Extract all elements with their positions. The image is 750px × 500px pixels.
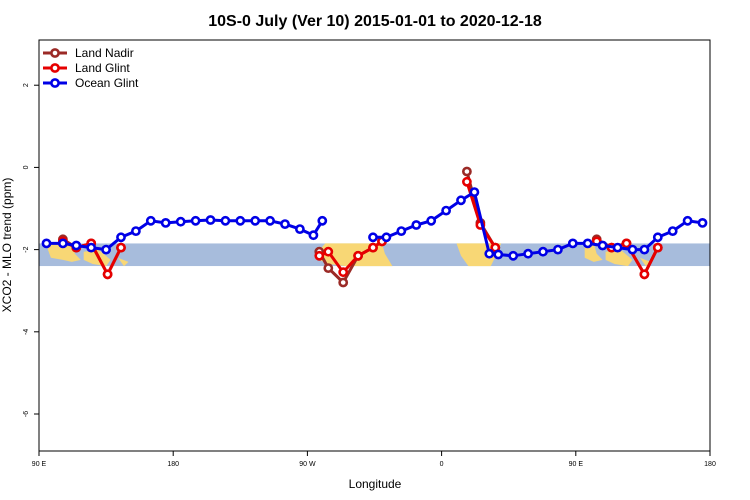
- legend-label-0: Land Nadir: [75, 46, 134, 60]
- series-2-point-0-11: [205, 215, 216, 225]
- chart-title: 10S-0 July (Ver 10) 2015-01-01 to 2020-1…: [208, 13, 542, 30]
- series-2-point-0-9: [175, 216, 186, 227]
- legend-label-1: Land Glint: [75, 61, 130, 75]
- series-2-point-1-2: [396, 226, 407, 236]
- x-tick-label-4: 90 E: [569, 461, 584, 468]
- x-tick-label-1: 180: [167, 461, 179, 468]
- series-0: [58, 166, 663, 288]
- series-2-point-0-14: [250, 215, 261, 226]
- series-1-point-1-3: [353, 250, 363, 261]
- series-2-point-0-17: [294, 224, 305, 234]
- series-2-point-1-7: [469, 187, 480, 197]
- series-1-point-1-1: [323, 246, 334, 257]
- y-axis: 2 0 -2 -4 -6: [23, 83, 39, 417]
- legend-item-1: Land Glint: [43, 61, 130, 75]
- series-2-point-1-5: [441, 205, 451, 216]
- series-2-point-0-10: [190, 215, 201, 226]
- series-0-point-1-2: [338, 277, 349, 288]
- legend-item-2: Ocean Glint: [43, 76, 139, 90]
- series-2-point-0-7: [145, 215, 156, 226]
- series-2-point-0-16: [280, 219, 290, 229]
- series-2-point-1-9: [493, 249, 504, 260]
- y-tick-label-4: -6: [23, 411, 30, 417]
- y-tick-label-3: -4: [23, 329, 30, 335]
- series-2-point-1-21: [667, 226, 678, 236]
- y-tick-label-1: 0: [23, 165, 30, 169]
- series-2-point-1-19: [639, 244, 650, 255]
- series-2-point-0-4: [101, 244, 111, 255]
- series-2-point-0-6: [130, 226, 141, 236]
- series-2-point-1-20: [652, 232, 663, 243]
- y-tick-label-0: 2: [23, 83, 30, 87]
- x-tick-label-0: 90 E: [32, 461, 47, 468]
- series-0-point-1-1: [323, 263, 334, 273]
- x-axis-label: Longitude: [349, 477, 402, 491]
- legend-swatch-point-2: [50, 78, 60, 88]
- x-axis: 90 E 180 90 W 0 90 E 180: [32, 451, 716, 468]
- series-2-point-0-3: [86, 242, 97, 253]
- series-1-point-2-0: [461, 176, 472, 187]
- series-2-point-1-6: [456, 195, 466, 206]
- series-2-point-1-23: [697, 217, 708, 228]
- series-2-point-0-12: [220, 215, 231, 226]
- series-2-point-0-13: [235, 215, 246, 226]
- series-2-point-1-13: [553, 244, 563, 255]
- x-tick-label-3: 0: [440, 461, 444, 468]
- series-2-point-1-18: [627, 244, 638, 255]
- land-region-7: [639, 257, 651, 267]
- series-2-point-1-22: [682, 215, 693, 226]
- series-2-point-1-10: [508, 250, 519, 261]
- series-2-point-1-14: [567, 238, 578, 249]
- series-1-point-3-3: [639, 269, 650, 280]
- legend-item-0: Land Nadir: [43, 46, 134, 60]
- series-2-point-0-19: [317, 215, 328, 226]
- series-2-point-0-1: [58, 238, 68, 249]
- series-2-point-1-4: [426, 215, 437, 226]
- series-2-point-0-18: [308, 230, 319, 241]
- series-1-point-3-2: [621, 238, 632, 249]
- series-2-point-0-8: [160, 217, 171, 228]
- series-2: [41, 187, 708, 261]
- series-1-point-0-4: [116, 242, 126, 253]
- series-2-point-1-16: [597, 240, 608, 251]
- series-2-point-0-15: [265, 215, 275, 226]
- series-2-point-1-1: [381, 232, 392, 243]
- y-tick-label-2: -2: [23, 246, 30, 252]
- legend-swatch-point-1: [50, 63, 60, 73]
- series-2-point-1-12: [538, 246, 548, 257]
- legend-label-2: Ocean Glint: [75, 76, 139, 90]
- series-2-point-1-0: [368, 232, 378, 243]
- series-0-point-2-0: [461, 166, 472, 177]
- series-1-point-1-4: [368, 242, 378, 253]
- series-1-point-1-2: [338, 267, 349, 278]
- series-layer: [41, 166, 708, 288]
- series-1-point-0-3: [102, 269, 113, 280]
- series-2-point-0-0: [41, 238, 52, 249]
- y-axis-label: XCO2 - MLO trend (ppm): [0, 178, 14, 313]
- series-2-point-1-11: [523, 248, 533, 259]
- series-2-point-1-15: [582, 238, 593, 249]
- land-region-1: [83, 249, 111, 267]
- series-2-point-0-2: [71, 240, 82, 251]
- series-1-point-1-0: [314, 250, 325, 261]
- series-1-point-3-4: [652, 242, 663, 253]
- series-2-point-0-5: [116, 232, 126, 243]
- series-2-point-1-3: [411, 220, 422, 230]
- series-2-point-1-17: [612, 242, 623, 253]
- plot-frame: [38, 39, 711, 452]
- land-region-6: [605, 249, 633, 267]
- series-2-point-1-8: [484, 248, 495, 259]
- legend-swatch-point-0: [50, 48, 60, 58]
- x-tick-label-2: 90 W: [299, 461, 316, 468]
- x-tick-label-5: 180: [704, 461, 716, 468]
- land-region-2: [118, 257, 129, 267]
